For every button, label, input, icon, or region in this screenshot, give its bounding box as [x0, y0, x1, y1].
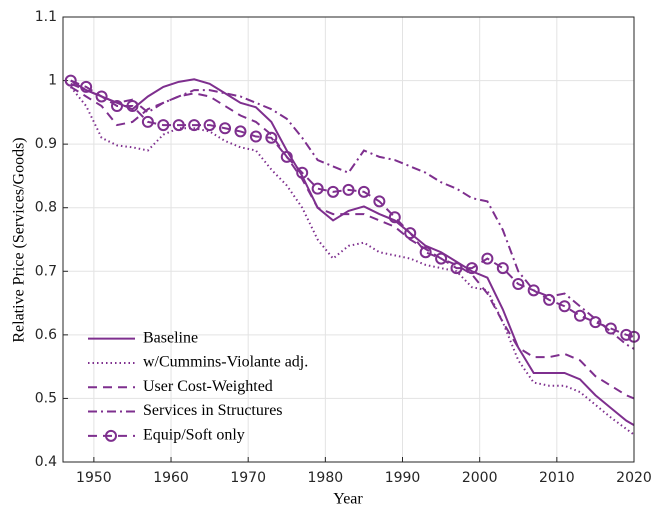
legend-label: User Cost-Weighted — [143, 378, 273, 395]
y-tick-label: 0.5 — [35, 390, 57, 406]
series-line — [70, 78, 635, 426]
series-marker — [64, 74, 77, 87]
x-tick-label: 2020 — [616, 470, 651, 486]
series-marker — [203, 119, 216, 132]
legend-label: Services in Structures — [143, 402, 283, 419]
series-line — [70, 79, 635, 338]
plot-area — [63, 17, 634, 462]
series-marker — [249, 130, 262, 143]
series-marker — [172, 119, 185, 132]
y-tick-label: 0.9 — [35, 136, 57, 152]
series-marker — [465, 262, 478, 275]
y-tick-label: 1.1 — [35, 9, 57, 25]
legend-label: w/Cummins-Violante adj. — [143, 354, 308, 371]
x-tick-label: 1960 — [153, 470, 189, 486]
series-marker — [311, 182, 324, 195]
series-marker — [404, 227, 417, 240]
series-marker — [620, 328, 633, 341]
series-marker — [388, 211, 401, 224]
series-marker — [419, 246, 432, 259]
y-tick-label: 1 — [48, 73, 57, 89]
series-marker — [512, 278, 525, 290]
y-tick-label: 0.4 — [35, 454, 57, 470]
series-marker — [450, 262, 463, 275]
y-tick-label: 0.6 — [35, 327, 57, 343]
series-line — [70, 86, 635, 400]
series-marker — [527, 284, 540, 297]
series-marker — [280, 150, 293, 163]
series-marker — [342, 183, 355, 196]
series-marker — [543, 293, 556, 306]
series-marker — [265, 131, 278, 144]
x-tick-label: 1980 — [308, 470, 344, 486]
series-marker — [111, 100, 124, 112]
y-tick-label: 0.8 — [35, 200, 57, 216]
series-marker — [481, 252, 494, 265]
series-marker — [573, 309, 586, 322]
y-axis-label: Relative Price (Services/Goods) — [11, 137, 28, 342]
x-tick-label: 1970 — [230, 470, 266, 486]
series-marker — [604, 322, 617, 335]
x-axis-label: Year — [333, 491, 363, 508]
series-marker — [141, 115, 154, 128]
series-marker — [296, 166, 309, 179]
series-marker — [234, 125, 247, 138]
series-marker — [373, 195, 386, 208]
series-marker — [558, 300, 571, 313]
legend-marker — [105, 429, 117, 442]
y-tick-label: 0.7 — [35, 263, 57, 279]
series-marker — [496, 262, 509, 275]
series-marker — [589, 316, 602, 329]
series-marker — [219, 122, 232, 135]
series-marker — [188, 119, 201, 132]
plot-frame — [62, 16, 635, 463]
series-marker — [157, 119, 170, 132]
series-marker — [327, 185, 340, 198]
x-tick-label: 1950 — [76, 470, 112, 486]
legend-label: Baseline — [143, 329, 198, 346]
series-marker — [435, 252, 448, 265]
x-tick-label: 1990 — [385, 470, 421, 486]
legend-label: Equip/Soft only — [143, 427, 245, 444]
series-marker — [95, 90, 108, 103]
x-tick-label: 2010 — [539, 470, 575, 486]
series-marker — [80, 80, 93, 93]
x-tick-label: 2000 — [462, 470, 498, 486]
series-marker — [357, 185, 370, 198]
series-marker — [126, 100, 139, 112]
